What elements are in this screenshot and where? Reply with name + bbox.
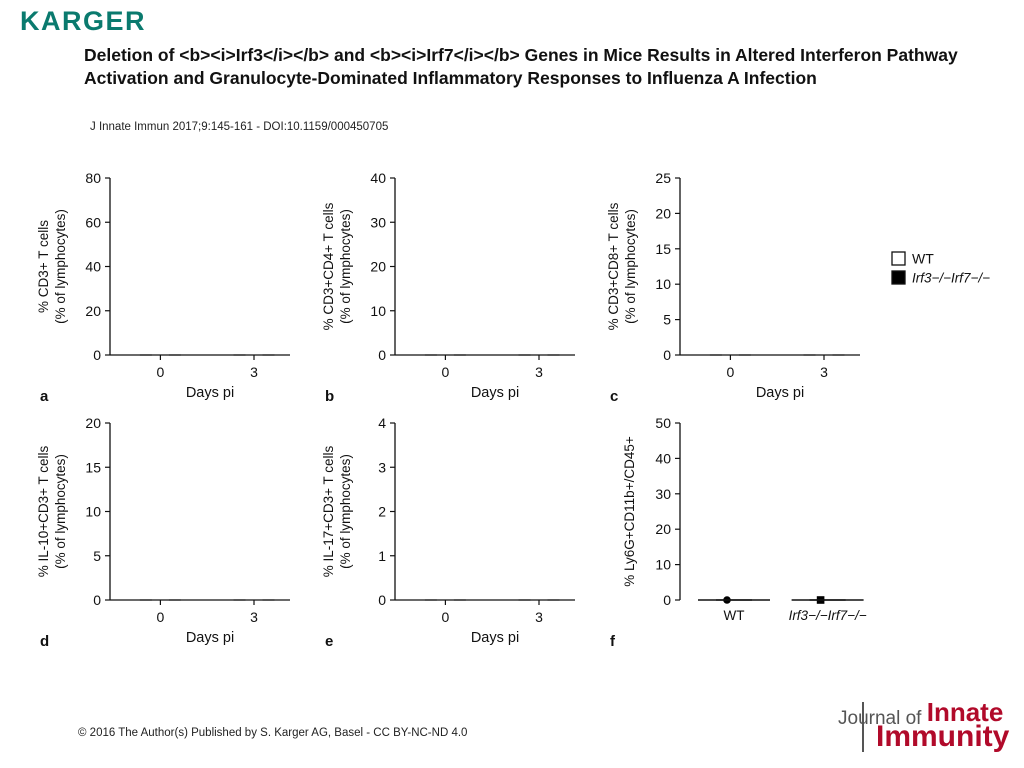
y-axis-label-line: (% of lymphocytes)	[623, 209, 638, 324]
legend-label-wt: WT	[912, 251, 934, 267]
y-tick-label: 0	[663, 592, 671, 608]
y-tick-label: 25	[655, 170, 671, 186]
panel-c: 0 5 10 15 20 25 % CD3+CD8+ T cells (% of lympho…	[606, 170, 860, 405]
y-axis-label: % CD3+ T cells (% of lymphocytes)	[36, 209, 68, 324]
y-axis-label-line: % Ly6G+CD11b+/CD45+	[622, 436, 637, 587]
journal-logo-line2: Immunity	[876, 720, 1010, 753]
journal-logo: Journal of Innate Immunity	[838, 694, 1010, 758]
y-tick-label: 20	[655, 205, 671, 221]
y-axis-label-line: (% of lymphocytes)	[338, 209, 353, 324]
x-axis-label: Days pi	[471, 630, 519, 646]
x-axis-label: Days pi	[186, 385, 234, 401]
x-tick-label: Irf3−/−Irf7−/−	[789, 608, 867, 623]
y-axis-label: % IL-10+CD3+ T cells (% of lymphocytes)	[36, 445, 68, 577]
y-tick-label: 15	[655, 241, 671, 257]
y-tick-label: 60	[85, 214, 101, 230]
panel-letter: f	[610, 633, 616, 650]
y-tick-label: 3	[378, 459, 386, 475]
y-tick-label: 20	[85, 303, 101, 319]
y-axis-label-line: (% of lymphocytes)	[53, 454, 68, 569]
y-tick-label: 20	[655, 521, 671, 537]
y-tick-label: 50	[655, 415, 671, 431]
y-tick-label: 0	[93, 347, 101, 363]
y-tick-label: 0	[378, 592, 386, 608]
x-tick-label: 3	[535, 609, 543, 625]
y-tick-label: 10	[85, 504, 101, 520]
x-axis-label: Days pi	[186, 630, 234, 646]
panel-e: 0 1 2 3 4 % IL-17+CD3+ T cells (% of lymphocyt…	[321, 415, 575, 650]
x-tick-label: 0	[442, 364, 450, 380]
y-tick-label: 40	[85, 259, 101, 275]
slide-title: Deletion of <b><i>Irf3</i></b> and <b><i…	[84, 45, 958, 88]
panel-letter: c	[610, 388, 618, 405]
x-tick-label: 0	[157, 609, 165, 625]
y-axis-label: % Ly6G+CD11b+/CD45+	[622, 436, 637, 587]
legend-label-ko: Irf3−/−Irf7−/−	[912, 271, 990, 286]
y-tick-label: 20	[370, 259, 386, 275]
x-tick-label: 3	[250, 364, 258, 380]
y-tick-label: 0	[93, 592, 101, 608]
panel-letter: a	[40, 388, 49, 405]
citation: J Innate Immun 2017;9:145-161 - DOI:10.1…	[90, 121, 389, 133]
panel-d: 0 5 10 15 20 % IL-10+CD3+ T cells (% of lympho…	[36, 415, 290, 650]
y-axis-label-line: (% of lymphocytes)	[338, 454, 353, 569]
y-tick-label: 30	[655, 486, 671, 502]
legend: WT Irf3−/−Irf7−/−	[891, 251, 990, 286]
y-tick-label: 2	[378, 504, 386, 520]
panel-f: 0 10 20 30 40 50 % Ly6G+CD11b+/CD45+ f WT Irf3−/−…	[610, 415, 867, 650]
x-tick-label: 3	[820, 364, 828, 380]
y-axis-label: % IL-17+CD3+ T cells (% of lymphocytes)	[321, 445, 353, 577]
y-tick-label: 20	[85, 415, 101, 431]
publisher-logo: KARGER	[20, 6, 147, 36]
x-tick-label: 0	[442, 609, 450, 625]
panel-letter: e	[325, 633, 333, 650]
x-tick-label: 3	[250, 609, 258, 625]
panel-letter: d	[40, 633, 49, 650]
y-tick-label: 1	[378, 548, 386, 564]
y-axis-label: % CD3+CD4+ T cells (% of lymphocytes)	[321, 202, 353, 330]
y-axis-label-line: % IL-10+CD3+ T cells	[36, 445, 51, 577]
y-tick-label: 5	[93, 548, 101, 564]
y-tick-label: 40	[370, 170, 386, 186]
x-tick-label: 0	[157, 364, 165, 380]
x-tick-label: WT	[724, 608, 745, 623]
y-tick-label: 10	[655, 276, 671, 292]
x-axis-label: Days pi	[756, 385, 804, 401]
y-tick-label: 5	[663, 312, 671, 328]
y-tick-label: 80	[85, 170, 101, 186]
panel-a: 0 20 40 60 80 % CD3+ T cells (% of lymphocytes…	[36, 170, 290, 405]
y-axis-label-line: % CD3+CD4+ T cells	[321, 202, 336, 330]
x-tick-label: 3	[535, 364, 543, 380]
y-tick-label: 4	[378, 415, 386, 431]
y-axis-label: % CD3+CD8+ T cells (% of lymphocytes)	[606, 202, 638, 330]
y-axis-label-line: % CD3+CD8+ T cells	[606, 202, 621, 330]
legend-swatch-ko	[891, 270, 906, 285]
journal-logo-divider	[862, 702, 864, 752]
y-tick-label: 10	[655, 557, 671, 573]
journal-logo-line1: Journal of Innate	[838, 697, 1004, 729]
legend-swatch-wt	[891, 251, 906, 266]
y-axis-label-line: (% of lymphocytes)	[53, 209, 68, 324]
panel-letter: b	[325, 388, 334, 405]
y-tick-label: 30	[370, 214, 386, 230]
y-tick-label: 10	[370, 303, 386, 319]
y-tick-label: 0	[663, 347, 671, 363]
y-tick-label: 40	[655, 450, 671, 466]
y-tick-label: 0	[378, 347, 386, 363]
x-tick-label: 0	[727, 364, 735, 380]
y-axis-label-line: % CD3+ T cells	[36, 220, 51, 313]
copyright-footer: © 2016 The Author(s) Published by S. Kar…	[78, 727, 468, 739]
y-tick-label: 15	[85, 459, 101, 475]
y-axis-label-line: % IL-17+CD3+ T cells	[321, 445, 336, 577]
x-axis-label: Days pi	[471, 385, 519, 401]
